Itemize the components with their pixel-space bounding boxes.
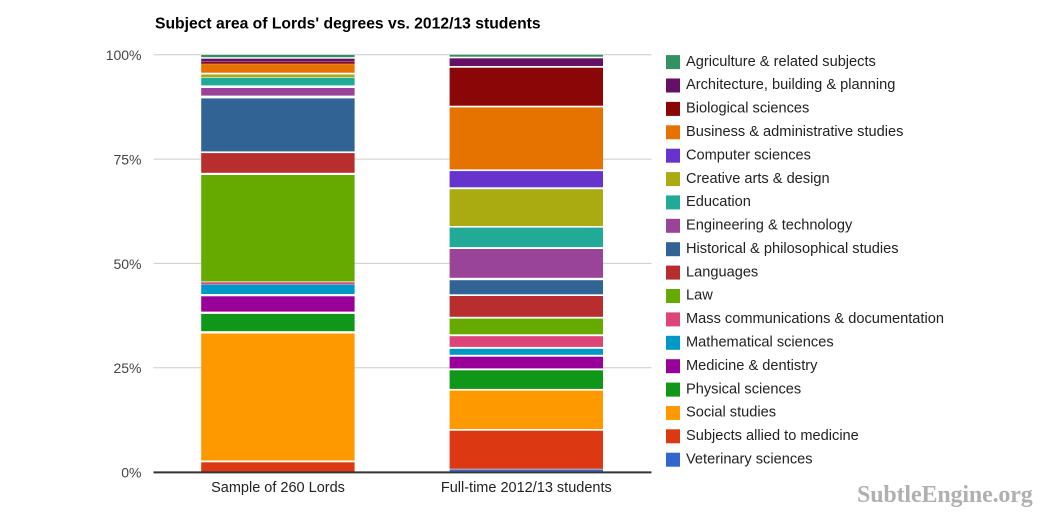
svg-text:SubtleEngine.org: SubtleEngine.org (857, 482, 1033, 508)
svg-text:Business & administrative stud: Business & administrative studies (686, 124, 903, 140)
svg-text:Education: Education (686, 194, 751, 210)
svg-text:50%: 50% (113, 256, 141, 272)
svg-text:Sample of 260 Lords: Sample of 260 Lords (211, 480, 345, 496)
svg-text:Full-time 2012/13 students: Full-time 2012/13 students (441, 480, 612, 496)
svg-text:Subject area of Lords' degrees: Subject area of Lords' degrees vs. 2012/… (155, 15, 541, 32)
svg-text:Subjects allied to medicine: Subjects allied to medicine (686, 428, 859, 444)
svg-text:Architecture, building & plann: Architecture, building & planning (686, 77, 895, 93)
svg-text:Languages: Languages (686, 264, 758, 280)
svg-text:Mathematical sciences: Mathematical sciences (686, 335, 834, 351)
svg-text:Computer sciences: Computer sciences (686, 147, 811, 163)
svg-text:Agriculture & related subjects: Agriculture & related subjects (686, 54, 876, 70)
svg-text:Law: Law (686, 288, 713, 304)
svg-text:100%: 100% (106, 47, 142, 63)
svg-text:Mass communications & document: Mass communications & documentation (686, 311, 944, 327)
svg-text:Social studies: Social studies (686, 405, 776, 421)
svg-text:75%: 75% (113, 152, 141, 168)
svg-text:Biological sciences: Biological sciences (686, 101, 809, 117)
svg-text:Veterinary sciences: Veterinary sciences (686, 451, 813, 467)
svg-text:25%: 25% (113, 360, 141, 376)
svg-text:Physical sciences: Physical sciences (686, 381, 801, 397)
svg-text:Creative arts & design: Creative arts & design (686, 171, 830, 187)
svg-text:Medicine & dentistry: Medicine & dentistry (686, 358, 818, 374)
svg-text:Engineering & technology: Engineering & technology (686, 218, 853, 234)
svg-text:Historical & philosophical stu: Historical & philosophical studies (686, 241, 899, 257)
svg-text:0%: 0% (121, 464, 141, 480)
